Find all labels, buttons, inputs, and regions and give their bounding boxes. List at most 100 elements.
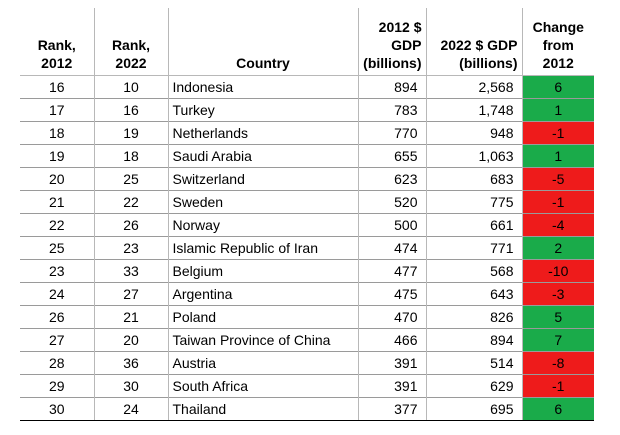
cell-rank-2012: 19 — [20, 144, 95, 168]
cell-change: -8 — [521, 351, 594, 375]
table-row: 22 26 Norway 500 661 -4 — [20, 213, 594, 237]
table-row: 19 18 Saudi Arabia 655 1,063 1 — [20, 144, 594, 168]
cell-change: 2 — [521, 236, 594, 260]
cell-rank-2022: 21 — [93, 305, 169, 329]
cell-country: South Africa — [167, 374, 359, 398]
header-change: Change from 2012 — [521, 8, 594, 76]
cell-change: -1 — [521, 374, 594, 398]
table-row: 17 16 Turkey 783 1,748 1 — [20, 98, 594, 122]
cell-gdp-2022: 514 — [425, 351, 523, 375]
cell-change: -3 — [521, 282, 594, 306]
header-rank-2022: Rank, 2022 — [93, 8, 169, 76]
table-row: 20 25 Switzerland 623 683 -5 — [20, 167, 594, 191]
table-row: 30 24 Thailand 377 695 6 — [20, 397, 594, 421]
cell-rank-2022: 24 — [93, 397, 169, 421]
cell-change: 6 — [521, 75, 594, 99]
cell-gdp-2012: 391 — [357, 374, 427, 398]
cell-rank-2012: 16 — [20, 75, 95, 99]
cell-change: -5 — [521, 167, 594, 191]
cell-rank-2022: 25 — [93, 167, 169, 191]
cell-rank-2012: 30 — [20, 397, 95, 421]
cell-gdp-2012: 475 — [357, 282, 427, 306]
cell-rank-2022: 27 — [93, 282, 169, 306]
cell-gdp-2012: 391 — [357, 351, 427, 375]
cell-rank-2022: 30 — [93, 374, 169, 398]
cell-change: -4 — [521, 213, 594, 237]
cell-gdp-2022: 775 — [425, 190, 523, 214]
cell-rank-2022: 26 — [93, 213, 169, 237]
header-change-line2: from — [542, 37, 574, 53]
cell-rank-2012: 28 — [20, 351, 95, 375]
header-rank-2012: Rank, 2012 — [20, 8, 95, 76]
cell-gdp-2022: 826 — [425, 305, 523, 329]
cell-country: Turkey — [167, 98, 359, 122]
cell-change: 5 — [521, 305, 594, 329]
cell-rank-2022: 23 — [93, 236, 169, 260]
table-row: 18 19 Netherlands 770 948 -1 — [20, 121, 594, 145]
cell-rank-2022: 16 — [93, 98, 169, 122]
cell-gdp-2022: 661 — [425, 213, 523, 237]
table-row: 24 27 Argentina 475 643 -3 — [20, 282, 594, 306]
cell-country: Switzerland — [167, 167, 359, 191]
cell-rank-2022: 22 — [93, 190, 169, 214]
cell-change: 6 — [521, 397, 594, 421]
cell-gdp-2012: 655 — [357, 144, 427, 168]
cell-country: Indonesia — [167, 75, 359, 99]
cell-gdp-2022: 894 — [425, 328, 523, 352]
table-row: 29 30 South Africa 391 629 -1 — [20, 374, 594, 398]
header-rank-2012-line1: Rank, — [37, 37, 76, 53]
cell-gdp-2022: 2,568 — [425, 75, 523, 99]
cell-rank-2022: 18 — [93, 144, 169, 168]
cell-country: Norway — [167, 213, 359, 237]
header-change-line1: Change — [532, 19, 584, 35]
cell-gdp-2022: 629 — [425, 374, 523, 398]
table-row: 21 22 Sweden 520 775 -1 — [20, 190, 594, 214]
header-gdp-2012: 2012 $ GDP (billions) — [357, 8, 427, 76]
cell-rank-2022: 33 — [93, 259, 169, 283]
cell-change: -1 — [521, 190, 594, 214]
header-rank-2022-line1: Rank, — [111, 37, 151, 53]
cell-rank-2012: 23 — [20, 259, 95, 283]
table-row: 26 21 Poland 470 826 5 — [20, 305, 594, 329]
cell-gdp-2022: 683 — [425, 167, 523, 191]
header-rank-2012-line2: 2012 — [41, 55, 73, 71]
header-gdp-2022: 2022 $ GDP (billions) — [425, 8, 523, 76]
cell-gdp-2012: 477 — [357, 259, 427, 283]
cell-change: 7 — [521, 328, 594, 352]
cell-rank-2012: 27 — [20, 328, 95, 352]
cell-country: Saudi Arabia — [167, 144, 359, 168]
header-gdp-2012-line3: (billions) — [363, 55, 422, 71]
cell-gdp-2022: 1,748 — [425, 98, 523, 122]
cell-gdp-2012: 466 — [357, 328, 427, 352]
cell-rank-2012: 26 — [20, 305, 95, 329]
cell-gdp-2022: 948 — [425, 121, 523, 145]
table-row: 28 36 Austria 391 514 -8 — [20, 351, 594, 375]
cell-gdp-2022: 771 — [425, 236, 523, 260]
cell-rank-2012: 21 — [20, 190, 95, 214]
header-rank-2022-line2: 2022 — [115, 55, 147, 71]
cell-gdp-2022: 1,063 — [425, 144, 523, 168]
cell-gdp-2012: 520 — [357, 190, 427, 214]
cell-gdp-2022: 695 — [425, 397, 523, 421]
table-row: 27 20 Taiwan Province of China 466 894 7 — [20, 328, 594, 352]
cell-rank-2012: 17 — [20, 98, 95, 122]
cell-rank-2012: 22 — [20, 213, 95, 237]
table-row: 23 33 Belgium 477 568 -10 — [20, 259, 594, 283]
cell-gdp-2012: 500 — [357, 213, 427, 237]
cell-country: Argentina — [167, 282, 359, 306]
header-gdp-2012-line2: GDP — [391, 37, 422, 53]
table-row: 25 23 Islamic Republic of Iran 474 771 2 — [20, 236, 594, 260]
cell-gdp-2022: 643 — [425, 282, 523, 306]
header-gdp-2012-line1: 2012 $ — [378, 19, 422, 35]
cell-rank-2022: 36 — [93, 351, 169, 375]
cell-gdp-2012: 470 — [357, 305, 427, 329]
cell-country: Belgium — [167, 259, 359, 283]
cell-gdp-2012: 474 — [357, 236, 427, 260]
cell-country: Netherlands — [167, 121, 359, 145]
cell-country: Poland — [167, 305, 359, 329]
cell-change: -1 — [521, 121, 594, 145]
cell-gdp-2012: 623 — [357, 167, 427, 191]
header-row: Rank, 2012 Rank, 2022 Country 2012 $ GDP… — [20, 8, 594, 76]
cell-rank-2022: 10 — [93, 75, 169, 99]
cell-country: Taiwan Province of China — [167, 328, 359, 352]
